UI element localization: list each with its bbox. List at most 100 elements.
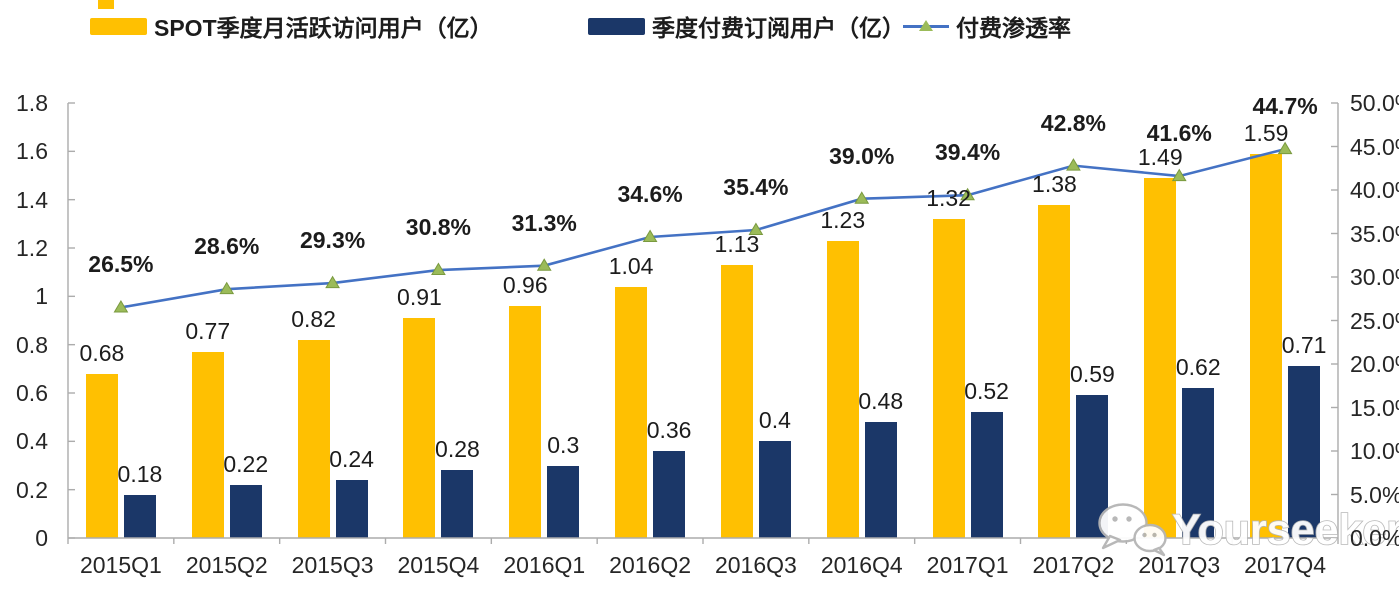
penetration-rate-label: 28.6% (194, 233, 260, 260)
mau-bar (403, 318, 436, 538)
penetration-rate-label: 31.3% (511, 209, 577, 236)
subscribers-bar-label: 0.59 (1070, 361, 1115, 388)
penetration-rate-label: 34.6% (617, 180, 683, 207)
subscribers-bar (229, 484, 262, 538)
y-axis-label-right: 45.0% (1350, 133, 1399, 160)
watermark-text: Yourseeker (1172, 506, 1399, 554)
penetration-rate-label: 26.5% (88, 251, 154, 278)
subscribers-bar-label: 0.71 (1281, 332, 1327, 359)
mau-bar (615, 286, 648, 538)
triangle-marker (431, 262, 446, 276)
subscribers-bar (547, 465, 580, 538)
mau-bar-label: 1.13 (714, 230, 760, 257)
y-axis-label-left: 0.8 (16, 331, 48, 358)
mau-bar-label: 0.91 (397, 284, 442, 311)
mau-bar-label: 1.59 (1243, 119, 1289, 146)
y-axis-label-left: 0.2 (16, 476, 48, 503)
y-axis-label-left: 0.6 (16, 380, 48, 406)
subscribers-bar (1288, 366, 1321, 538)
y-axis-label-left: 0.4 (16, 428, 48, 455)
penetration-rate-label: 39.4% (934, 139, 1001, 166)
subscribers-bar-label: 0.3 (547, 431, 580, 458)
penetration-rate-label: 29.3% (299, 227, 366, 254)
subscribers-bar-label: 0.18 (117, 460, 163, 487)
mau-bar (826, 240, 859, 538)
y-axis-label-right: 5.0% (1350, 481, 1399, 508)
legend-label: SPOT季度月活跃访问用户（亿） (154, 15, 493, 41)
subscribers-bar (970, 412, 1003, 538)
subscribers-bar (864, 422, 897, 538)
watermark-text-svg: Yourseeker (1171, 505, 1399, 555)
subscribers-bar (335, 480, 368, 538)
subscribers-bar-label: 0.22 (223, 450, 269, 477)
penetration-rate-label: 44.7% (1252, 93, 1318, 120)
x-axis-label: 2016Q2 (609, 552, 692, 578)
subscribers-bar-label: 0.36 (646, 417, 692, 443)
y-axis-label-right: 35.0% (1350, 220, 1399, 247)
y-axis-label-left: 1 (35, 283, 48, 310)
y-axis-label-right: 40.0% (1350, 177, 1399, 203)
mau-bar (85, 373, 118, 538)
x-axis-label: 2015Q1 (79, 552, 162, 578)
legend-swatch-fragment (98, 0, 114, 9)
mau-bar (297, 339, 330, 538)
penetration-rate-label: 35.4% (723, 174, 789, 201)
x-axis-label: 2015Q4 (397, 552, 480, 578)
subscribers-bar (653, 451, 686, 538)
y-axis-label-right: 15.0% (1350, 394, 1399, 421)
triangle-marker (536, 258, 552, 271)
legend-item: 付费渗透率 (903, 14, 1071, 41)
x-axis-label: 2016Q1 (503, 552, 586, 578)
legend-triangle-marker (919, 20, 933, 31)
y-axis-label-right: 10.0% (1350, 438, 1399, 464)
subscribers-bar (441, 470, 474, 538)
mau-bar (1038, 204, 1071, 538)
triangle-marker (219, 281, 235, 295)
mau-bar-label: 1.04 (608, 252, 654, 279)
triangle-marker (1066, 158, 1081, 171)
triangle-marker (642, 229, 658, 242)
mau-bar-label: 0.68 (79, 339, 125, 366)
y-axis-label-right: 30.0% (1350, 264, 1399, 290)
mau-bar-label: 1.49 (1137, 143, 1183, 170)
legend-item: 季度付费订阅用户（亿） (588, 14, 905, 41)
mau-bar-label: 0.77 (185, 317, 231, 344)
y-axis-label-left: 1.8 (16, 90, 48, 116)
subscribers-bar-label: 0.52 (964, 378, 1009, 405)
x-axis-label: 2016Q3 (714, 552, 797, 578)
x-axis-label: 2017Q3 (1138, 552, 1221, 578)
subscribers-bar-label: 0.48 (858, 388, 904, 414)
subscribers-bar (758, 441, 791, 538)
subscribers-bar-label: 0.62 (1175, 354, 1221, 381)
subscribers-bar-label: 0.24 (329, 446, 374, 472)
subscribers-bar (123, 494, 156, 538)
y-axis-label-left: 1.2 (16, 235, 48, 261)
subscribers-bar-label: 0.4 (758, 407, 791, 434)
subscribers-bar (1182, 388, 1215, 538)
subscribers-bar-label: 0.28 (435, 436, 480, 463)
y-axis-label-right: 50.0% (1350, 90, 1399, 116)
y-axis-label-left: 1.6 (16, 138, 48, 165)
y-axis-label-left: 1.4 (16, 186, 48, 213)
triangle-marker (113, 299, 129, 313)
penetration-rate-line (120, 147, 1286, 309)
penetration-rate-label: 42.8% (1040, 109, 1107, 136)
legend-item: SPOT季度月活跃访问用户（亿） (90, 14, 493, 41)
mau-bar (509, 306, 542, 538)
legend-swatch-bar (588, 17, 645, 35)
legend-label: 付费渗透率 (956, 15, 1071, 41)
wechat-icon (1098, 503, 1167, 557)
mau-bar-label: 0.82 (291, 305, 336, 332)
x-axis-label: 2017Q4 (1244, 552, 1327, 578)
y-axis-label-left: 0 (35, 525, 48, 551)
legend-swatch-bar (90, 17, 147, 35)
mau-bar-label: 1.32 (926, 185, 971, 211)
mau-bar-label: 0.96 (502, 272, 548, 298)
x-axis-label: 2017Q2 (1032, 552, 1115, 578)
penetration-rate-label: 30.8% (405, 214, 472, 241)
x-axis-label: 2016Q4 (820, 552, 903, 578)
legend-swatch-line (903, 17, 949, 35)
penetration-rate-label: 41.6% (1146, 120, 1212, 147)
y-axis-label-right: 0.0% (1350, 525, 1399, 551)
